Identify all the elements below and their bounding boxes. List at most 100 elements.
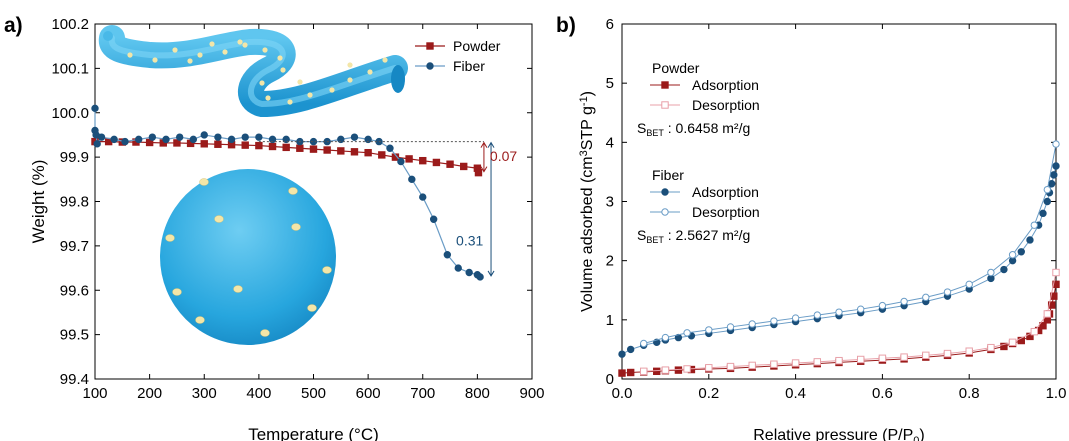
x-tick-label: 600 — [356, 385, 381, 402]
particle-dot — [195, 316, 205, 324]
data-point — [618, 369, 626, 377]
annotation-0.31: 0.31 — [456, 232, 483, 248]
data-point — [1043, 197, 1052, 206]
data-point — [791, 359, 800, 367]
particle-dot — [199, 178, 209, 186]
data-point — [1052, 140, 1060, 148]
particle-dot — [127, 52, 133, 58]
particle-dot — [329, 87, 335, 93]
y-tick-label: 99.7 — [60, 238, 89, 255]
series-line-powder-desorption — [643, 272, 1057, 372]
data-point — [1000, 265, 1008, 274]
data-point — [364, 148, 372, 157]
particle-dot — [197, 52, 203, 58]
particle-dot — [233, 285, 243, 293]
data-point — [397, 157, 405, 166]
data-point — [640, 367, 648, 376]
data-point — [943, 349, 952, 358]
legend-marker — [661, 208, 669, 216]
y-tick-label: 3 — [606, 194, 614, 211]
data-point — [405, 155, 413, 163]
particle-dot — [288, 187, 298, 195]
y-tick-label: 99.9 — [60, 149, 89, 166]
data-point — [268, 142, 277, 151]
legend-marker — [661, 101, 669, 109]
data-point — [1052, 162, 1060, 170]
data-point — [618, 350, 626, 358]
data-point — [835, 308, 843, 316]
particle-dot — [165, 234, 175, 242]
data-point — [987, 343, 995, 352]
data-point — [1052, 280, 1060, 289]
x-axis-label: Temperature (°C) — [248, 425, 379, 441]
legend-label: Desorption — [692, 97, 760, 113]
data-point — [1047, 301, 1056, 309]
particle-dot — [367, 69, 373, 75]
x-tick-label: 0.4 — [785, 385, 806, 402]
data-point — [748, 361, 756, 370]
particle-dot — [187, 58, 193, 64]
data-point — [1008, 338, 1017, 347]
series-markers-fiber-desorption — [640, 140, 1060, 348]
particle-dot — [172, 288, 182, 296]
data-point — [386, 144, 394, 152]
data-point — [432, 158, 441, 167]
x-tick-label: 200 — [137, 385, 162, 402]
data-point — [93, 140, 101, 148]
x-tick-label: 500 — [301, 385, 326, 402]
data-point — [1047, 180, 1056, 188]
particle-dot — [222, 49, 228, 55]
data-point — [857, 305, 865, 313]
data-point — [965, 347, 973, 355]
legend-label: Adsorption — [692, 184, 759, 200]
data-point — [121, 137, 129, 146]
y-tick-label: 100.1 — [51, 60, 89, 77]
y-axis-label: Volume adsorbed (cm3STP g-1) — [578, 91, 596, 312]
fiber-illustration — [98, 25, 408, 118]
legend: Powder Fiber — [415, 38, 501, 74]
data-point — [241, 141, 249, 149]
panel-label-b: b) — [556, 14, 576, 37]
y-tick-label: 0 — [606, 371, 614, 388]
data-point — [135, 135, 143, 144]
data-point — [337, 147, 345, 155]
x-tick-label: 300 — [192, 385, 217, 402]
plot-frame — [621, 23, 1057, 380]
data-point — [378, 151, 386, 159]
legend-marker — [661, 188, 669, 196]
data-point — [770, 317, 778, 325]
data-point — [474, 168, 483, 177]
data-point — [813, 311, 821, 319]
data-point — [683, 365, 691, 373]
panel-b: 0.0 0.2 0.4 0.6 0.8 1.00123456PowderAdsorptio… — [556, 14, 1066, 441]
data-point — [878, 354, 887, 362]
fiber-end — [391, 65, 405, 93]
particle-dot — [260, 329, 270, 337]
data-point — [255, 133, 263, 141]
data-point — [640, 339, 648, 348]
data-point — [214, 140, 222, 148]
series-markers-powder — [91, 137, 483, 177]
data-point — [175, 133, 184, 141]
data-point — [653, 367, 661, 376]
particle-dot — [307, 92, 313, 98]
series-line-fiber-adsorption — [621, 165, 1057, 355]
data-point — [705, 364, 713, 372]
legend-marker — [661, 81, 669, 89]
legend-group-title: Fiber — [652, 167, 684, 183]
legend-label-powder: Powder — [453, 38, 501, 54]
data-point — [661, 366, 670, 374]
data-point — [337, 135, 345, 144]
particle-dot — [152, 57, 158, 63]
data-point — [476, 273, 484, 281]
panel-a: 100 200 300 400 500 600 700 800 900 99.4 99.5 99.6 9… — [4, 14, 545, 441]
data-point — [110, 135, 118, 144]
data-point — [173, 139, 181, 147]
particle-dot — [280, 67, 286, 73]
data-point — [900, 353, 908, 361]
y-tick-label: 99.4 — [60, 371, 89, 388]
particle-dot — [291, 223, 301, 231]
data-point — [350, 133, 359, 141]
